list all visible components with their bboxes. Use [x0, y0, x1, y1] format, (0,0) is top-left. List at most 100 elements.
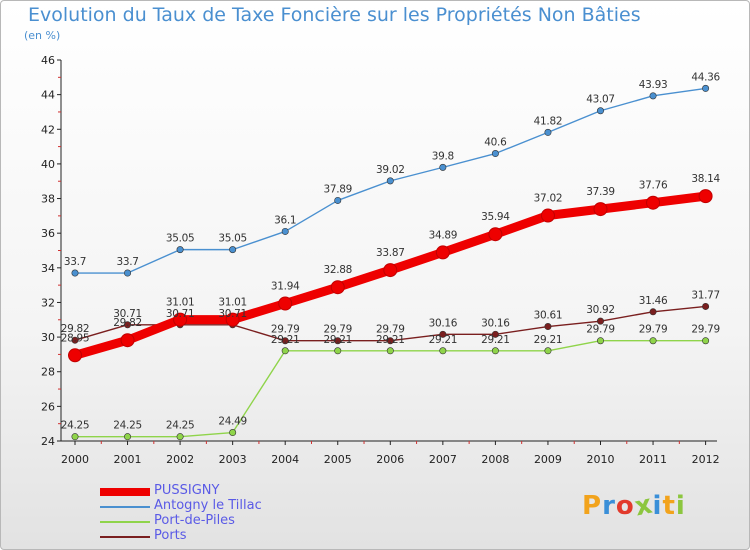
data-label-1-7: 39.8: [432, 150, 454, 162]
data-label-2-4: 29.21: [271, 334, 300, 346]
data-label-3-9: 30.61: [534, 310, 563, 322]
data-label-2-12: 29.79: [691, 324, 720, 336]
y-tick-label: 28: [41, 366, 55, 379]
proxiti-logo: Proxiti: [582, 489, 686, 522]
legend-label: Ports: [154, 528, 187, 543]
data-label-2-7: 29.21: [429, 334, 458, 346]
data-label-3-8: 30.16: [481, 317, 510, 329]
logo-letter: t: [662, 491, 676, 521]
data-label-2-3: 24.49: [218, 416, 247, 428]
data-label-3-3: 30.71: [218, 308, 247, 320]
y-tick-label: 38: [41, 193, 55, 206]
legend-swatch: [100, 536, 150, 538]
data-label-1-1: 33.7: [116, 256, 138, 268]
x-tick-label: 2009: [534, 453, 562, 466]
data-point-2-7: [439, 347, 447, 355]
data-point-0-3: [225, 312, 240, 327]
data-label-2-11: 29.79: [639, 324, 668, 336]
data-point-3-8: [491, 330, 499, 338]
data-label-0-3: 31.01: [218, 297, 247, 309]
data-point-1-11: [649, 92, 657, 100]
y-tick-label: 40: [41, 158, 55, 171]
data-label-0-1: 29.82: [113, 317, 142, 329]
y-tick-label: 44: [41, 89, 55, 102]
data-point-2-8: [491, 347, 499, 355]
legend-swatch: [100, 488, 150, 496]
data-point-1-7: [439, 163, 447, 171]
data-point-2-5: [334, 347, 342, 355]
logo-letter: i: [675, 491, 686, 521]
data-label-3-11: 31.46: [639, 295, 668, 307]
data-label-1-3: 35.05: [218, 233, 247, 245]
data-label-1-8: 40.6: [484, 137, 507, 149]
legend-swatch: [100, 506, 150, 508]
data-point-1-10: [596, 107, 604, 115]
data-point-3-1: [124, 321, 132, 329]
x-tick-label: 2006: [376, 453, 404, 466]
logo-letter: r: [602, 491, 616, 521]
data-point-2-10: [596, 337, 604, 345]
x-tick-label: 2004: [271, 453, 299, 466]
x-tick-label: 2010: [587, 453, 615, 466]
data-label-2-0: 24.25: [61, 420, 90, 432]
data-label-0-11: 37.76: [639, 180, 668, 192]
data-label-1-9: 41.82: [534, 115, 563, 127]
data-label-3-1: 30.71: [113, 308, 142, 320]
data-label-2-2: 24.25: [166, 420, 195, 432]
data-label-2-6: 29.21: [376, 334, 405, 346]
data-point-1-9: [544, 128, 552, 136]
chart-title: Evolution du Taux de Taxe Foncière sur l…: [28, 4, 641, 26]
logo-letter: o: [615, 491, 635, 521]
logo-letter: i: [652, 491, 663, 521]
data-point-1-5: [334, 196, 342, 204]
data-point-2-3: [229, 429, 237, 437]
data-label-3-6: 29.79: [376, 324, 405, 336]
data-label-3-0: 29.82: [61, 323, 90, 335]
data-point-0-4: [278, 296, 293, 311]
data-label-1-2: 35.05: [166, 233, 195, 245]
data-label-0-10: 37.39: [586, 186, 615, 198]
data-point-0-12: [698, 189, 713, 204]
chart-subtitle: (en %): [24, 29, 61, 42]
data-point-3-5: [334, 337, 342, 345]
data-point-0-8: [488, 227, 503, 242]
legend-label: Port-de-Piles: [154, 513, 235, 528]
legend-item: Port-de-Piles: [100, 513, 360, 530]
data-point-2-1: [124, 433, 132, 441]
x-tick-label: 2005: [324, 453, 352, 466]
data-point-1-0: [71, 269, 79, 277]
data-point-0-11: [646, 195, 661, 210]
y-tick-label: 32: [41, 296, 55, 309]
data-label-0-8: 35.94: [481, 211, 510, 223]
data-label-0-9: 37.02: [534, 193, 563, 205]
data-point-1-2: [176, 246, 184, 254]
y-tick-label: 34: [41, 262, 55, 275]
data-label-1-4: 36.1: [274, 214, 296, 226]
legend-label: PUSSIGNY: [154, 483, 220, 498]
data-point-0-2: [173, 312, 188, 327]
data-point-3-9: [544, 323, 552, 331]
y-tick-label: 26: [41, 400, 55, 413]
data-label-0-4: 31.94: [271, 280, 300, 292]
x-tick-label: 2007: [429, 453, 457, 466]
data-point-2-11: [649, 337, 657, 345]
data-point-0-1: [120, 333, 135, 348]
logo-letter: P: [582, 491, 603, 521]
data-point-3-10: [596, 317, 604, 325]
y-tick-label: 24: [41, 435, 55, 448]
data-point-1-8: [491, 150, 499, 158]
x-tick-label: 2000: [61, 453, 89, 466]
data-point-0-6: [383, 263, 398, 278]
data-point-3-6: [386, 337, 394, 345]
data-label-0-2: 31.01: [166, 297, 195, 309]
data-label-3-12: 31.77: [691, 289, 720, 301]
data-label-1-11: 43.93: [639, 79, 668, 91]
y-tick-label: 46: [41, 54, 55, 67]
legend-label: Antogny le Tillac: [154, 498, 262, 513]
data-point-0-5: [330, 280, 345, 295]
data-label-0-0: 28.95: [61, 332, 90, 344]
data-point-2-2: [176, 433, 184, 441]
data-point-0-0: [68, 348, 82, 363]
x-tick-label: 2012: [692, 453, 720, 466]
